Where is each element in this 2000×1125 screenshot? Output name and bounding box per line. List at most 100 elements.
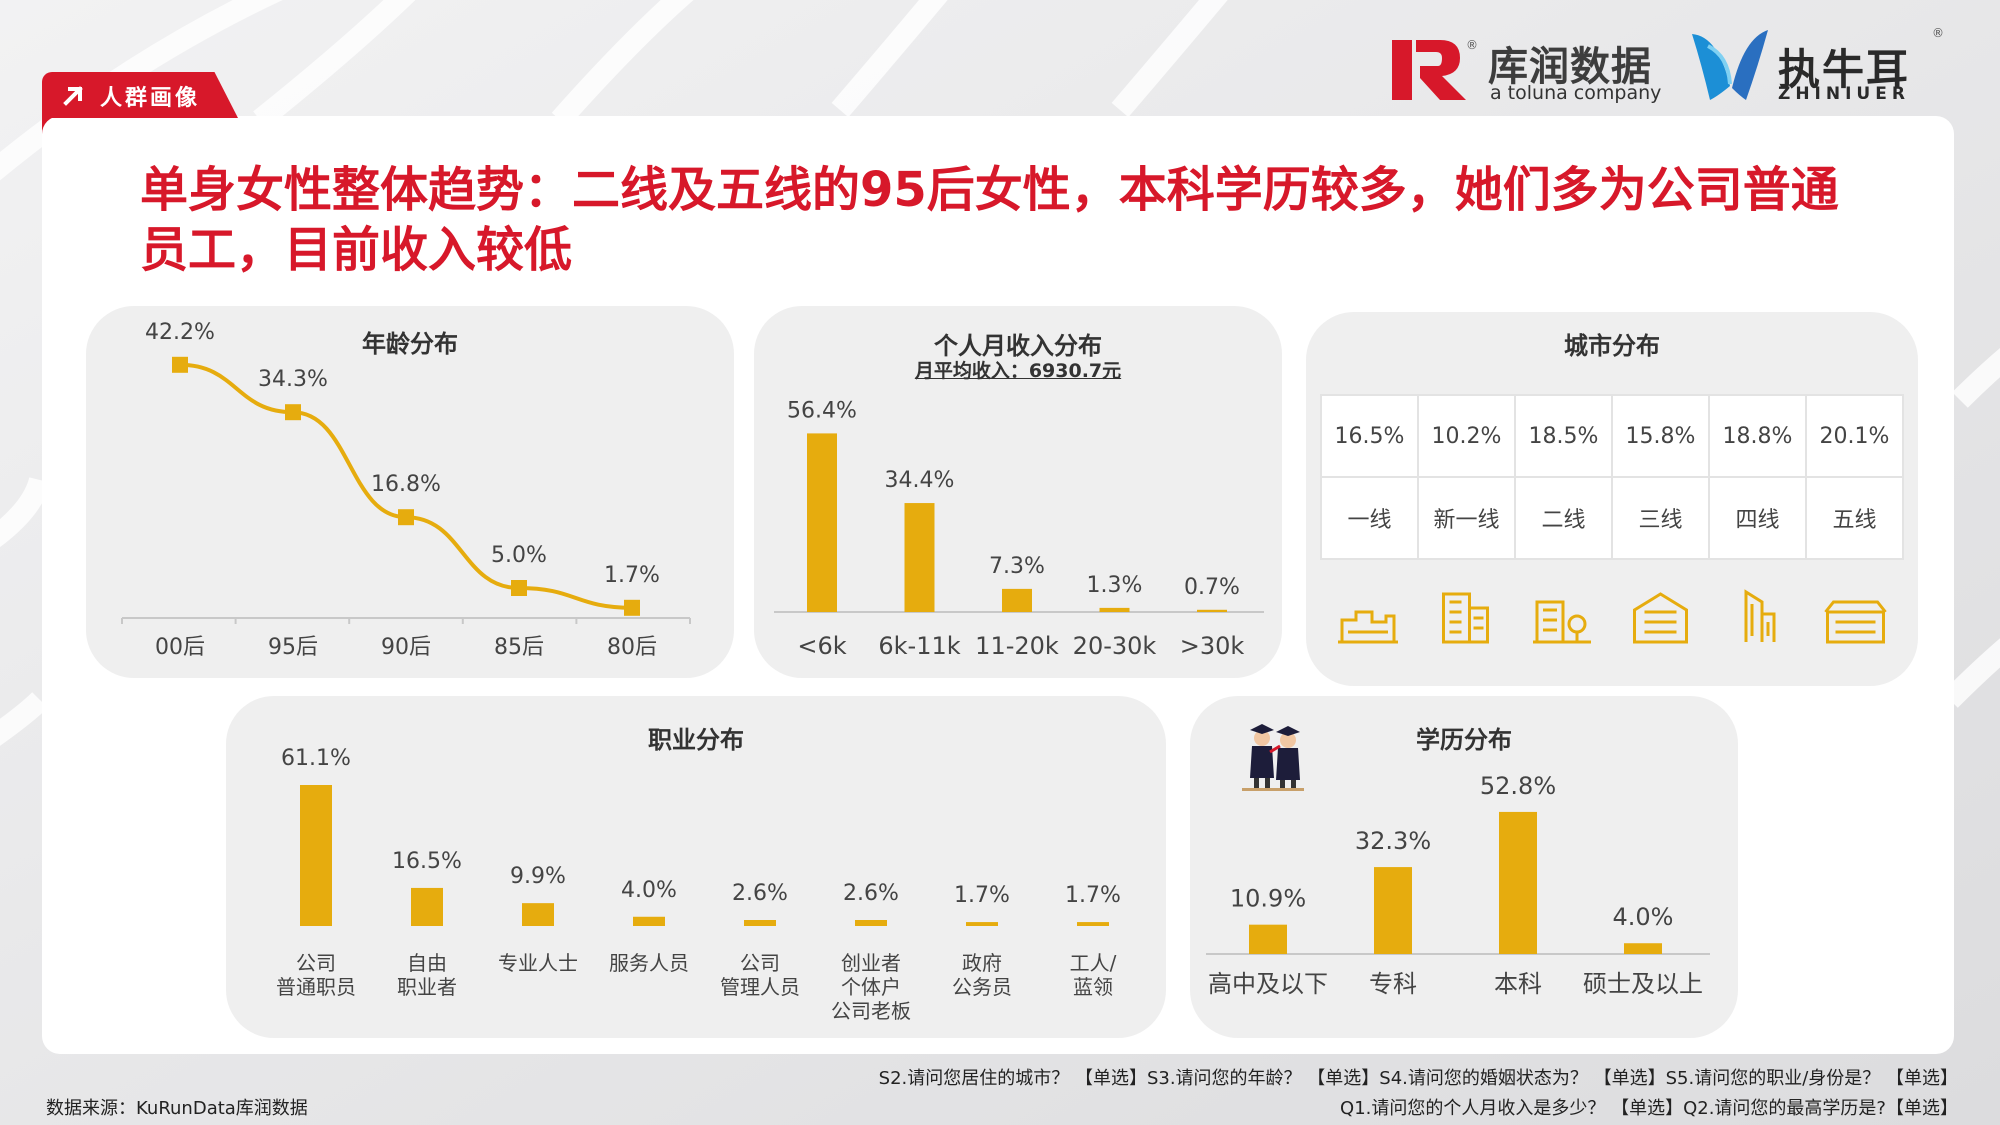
occupation-data-label: 1.7% [1065, 883, 1121, 908]
occupation-data-label: 2.6% [732, 881, 788, 906]
occupation-bar [1077, 922, 1109, 926]
city-tier2-icon [1533, 600, 1591, 644]
income-panel: 个人月收入分布 月平均收入：6930.7元 56.4% <6k 34.4% 6k-11… [754, 306, 1282, 678]
income-data-label: 56.4% [787, 398, 857, 423]
age-data-label: 34.3% [258, 367, 328, 392]
education-data-label: 32.3% [1355, 827, 1431, 855]
education-bar-chart: 10.9% 高中及以下 32.3% 专科 52.8% 本科 4.0% 硕士及以上 [1206, 772, 1710, 998]
income-data-label: 34.4% [885, 468, 955, 493]
city-value-cell: 16.5% [1320, 394, 1419, 478]
income-bar [807, 433, 837, 612]
occupation-data-label: 1.7% [954, 883, 1010, 908]
city-value-cell: 18.8% [1708, 394, 1807, 478]
occupation-tick-label: 服务人员 [609, 951, 689, 975]
age-point [624, 599, 640, 616]
education-panel: 学历分布 10.9% 高中及以下 32.3% 专科 52.8% 本科 4.0% 硕士及以上 [1190, 696, 1738, 1038]
city-label-cell: 四线 [1708, 476, 1807, 560]
income-data-label: 7.3% [989, 554, 1045, 579]
occupation-tick-label: 管理人员 [720, 975, 800, 999]
age-point [511, 580, 527, 596]
city-label-cell: 一线 [1320, 476, 1419, 560]
occupation-tick-label: 个体户 [841, 975, 901, 999]
city-value-cell: 18.5% [1514, 394, 1613, 478]
kurun-logo-icon [1392, 40, 1466, 100]
income-bar [1197, 609, 1227, 612]
kurun-brand-sub: a toluna company [1490, 82, 1662, 104]
occupation-tick-label: 职业者 [397, 975, 457, 999]
age-tick-label: 80后 [607, 635, 657, 660]
city-value-cell: 15.8% [1611, 394, 1710, 478]
occupation-bar [744, 920, 776, 926]
income-tick-label: 6k-11k [878, 632, 960, 660]
age-line-chart: 42.2% 00后 34.3% 95后 16.8% 90后 5.0% 85后 1.7% 80后 [121, 320, 691, 660]
registered-mark: ® [1466, 38, 1478, 52]
education-data-label: 4.0% [1613, 903, 1674, 931]
income-bar [1099, 607, 1130, 612]
education-data-label: 52.8% [1480, 772, 1556, 800]
income-tick-label: 20-30k [1073, 632, 1157, 660]
income-bar [1002, 588, 1032, 612]
occupation-tick-label: 专业人士 [498, 951, 578, 975]
occupation-data-label: 4.0% [621, 878, 677, 903]
income-data-label: 0.7% [1184, 575, 1240, 600]
zhiniuer-brand-name: 执牛耳 [1778, 45, 1911, 94]
age-panel: 年龄分布 42.2% 00后 34.3% 95后 16.8% 90后 5.0% 85后 1.7%… [86, 306, 734, 678]
city-labels-row: 一线 新一线 二线 三线 四线 五线 [1320, 476, 1904, 560]
occupation-bar [855, 920, 887, 926]
occupation-data-label: 61.1% [281, 746, 351, 771]
occupation-tick-label: 工人/ [1070, 951, 1117, 975]
occupation-bar [411, 887, 443, 926]
occupation-data-label: 9.9% [510, 864, 566, 889]
occupation-panel: 职业分布 61.1% 公司 普通职员 16.5% 自由 职业者 9.9% 专业人士 4.0% 服务… [226, 696, 1166, 1038]
questions-line-2: Q1.请问您的个人月收入是多少？ 【单选】Q2.请问您的最高学历是?【单选】 [1340, 1098, 1958, 1119]
education-bar [1249, 924, 1287, 954]
occupation-bar [300, 785, 332, 926]
occupation-tick-label: 公务员 [952, 975, 1012, 999]
city-values-row: 16.5% 10.2% 18.5% 15.8% 18.8% 20.1% [1320, 394, 1904, 478]
age-point [398, 509, 414, 526]
section-tag: 人群画像 [42, 72, 238, 118]
age-tick-label: 00后 [155, 635, 205, 660]
education-panel-title: 学历分布 [1416, 726, 1512, 754]
age-point [285, 404, 301, 421]
city-icons [1338, 589, 1887, 644]
section-tag-label: 人群画像 [100, 86, 201, 111]
age-data-label: 1.7% [604, 563, 660, 588]
occupation-tick-label: 创业者 [841, 951, 901, 975]
graduates-icon [1242, 724, 1304, 791]
age-tick-label: 85后 [494, 635, 544, 660]
city-label-cell: 三线 [1611, 476, 1710, 560]
occupation-tick-label: 公司 [296, 951, 336, 975]
education-tick-label: 本科 [1494, 970, 1542, 998]
occupation-tick-label: 自由 [407, 951, 447, 975]
occupation-tick-label: 普通职员 [276, 975, 356, 999]
city-tier3-icon [1633, 592, 1688, 644]
education-tick-label: 专科 [1369, 970, 1417, 998]
data-source: 数据来源：KuRunData库润数据 [46, 1098, 308, 1119]
city-panel-title: 城市分布 [1564, 332, 1660, 360]
zhiniuer-logo-icon [1692, 30, 1768, 100]
income-tick-label: <6k [797, 632, 846, 660]
income-tick-label: >30k [1180, 632, 1245, 660]
occupation-data-label: 2.6% [843, 881, 899, 906]
kurun-brand-name: 库润数据 [1488, 44, 1652, 90]
city-value-cell: 20.1% [1805, 394, 1904, 478]
city-tier5-icon [1824, 600, 1887, 644]
occupation-tick-label: 政府 [962, 951, 1002, 975]
education-bar [1374, 867, 1412, 954]
city-tier4-icon [1744, 589, 1776, 642]
occupation-bar [633, 916, 665, 926]
city-value-cell: 10.2% [1417, 394, 1516, 478]
occupation-tick-label: 公司 [740, 951, 780, 975]
age-tick-label: 90后 [381, 635, 431, 660]
age-data-label: 42.2% [145, 320, 215, 345]
city-label-cell: 五线 [1805, 476, 1904, 560]
age-data-label: 5.0% [491, 543, 547, 568]
income-tick-label: 11-20k [975, 632, 1059, 660]
education-tick-label: 硕士及以上 [1583, 970, 1703, 998]
education-data-label: 10.9% [1230, 885, 1306, 913]
occupation-data-label: 16.5% [392, 849, 462, 874]
income-data-label: 1.3% [1087, 573, 1143, 598]
age-tick-label: 95后 [268, 635, 318, 660]
